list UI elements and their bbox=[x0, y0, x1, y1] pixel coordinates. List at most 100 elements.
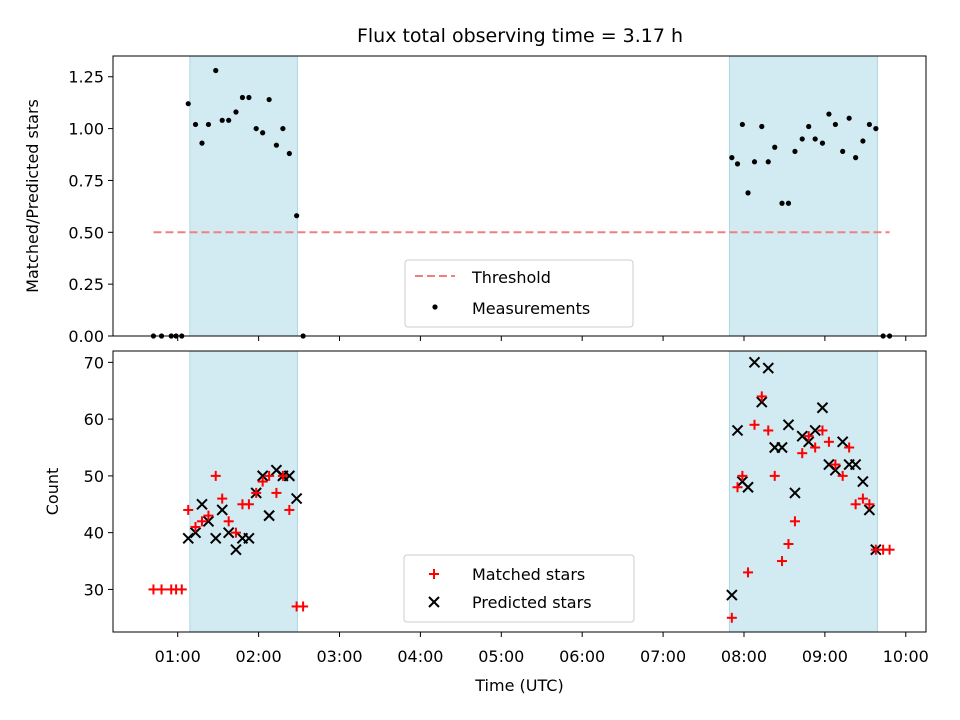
matched-star-point bbox=[223, 516, 234, 527]
predicted-marker-stroke bbox=[210, 532, 222, 545]
bottom-y-ticks: 30 40 50 60 70 bbox=[84, 353, 113, 599]
top-y-tick-label: 0.75 bbox=[68, 171, 104, 190]
matched-star-point bbox=[183, 504, 194, 515]
measurement-point bbox=[185, 101, 191, 107]
measurement-point bbox=[873, 125, 879, 132]
top-y-tick-label: 1.00 bbox=[68, 120, 104, 139]
matched-star-point bbox=[884, 544, 895, 555]
x-axis-label: Time (UTC) bbox=[474, 676, 563, 695]
predicted-star-point bbox=[809, 424, 821, 437]
predicted-marker-stroke bbox=[802, 436, 815, 448]
matched-star-point bbox=[732, 482, 743, 493]
measurement-point bbox=[779, 200, 785, 206]
predicted-star-point bbox=[210, 532, 222, 545]
bottom-x-tick-label: 09:00 bbox=[802, 647, 848, 666]
predicted-marker-stroke bbox=[789, 487, 801, 499]
bottom-y-axis-label: Count bbox=[43, 468, 62, 516]
predicted-star-point bbox=[243, 532, 255, 545]
predicted-star-point bbox=[802, 436, 815, 448]
measurement-point bbox=[734, 161, 741, 167]
measurement-point bbox=[866, 121, 872, 128]
measurement-point bbox=[832, 121, 838, 128]
predicted-star-point bbox=[222, 526, 235, 539]
predicted-star-point bbox=[182, 532, 194, 545]
measurement-point bbox=[806, 123, 812, 130]
measurement-point bbox=[840, 148, 846, 155]
predicted-star-point bbox=[849, 458, 862, 471]
predicted-marker-stroke bbox=[836, 436, 849, 448]
matched-star-point bbox=[810, 442, 821, 453]
predicted-star-point bbox=[202, 515, 215, 528]
legend-threshold-label: Threshold bbox=[471, 268, 551, 287]
measurement-point bbox=[765, 159, 771, 165]
top-axes: 0.00 0.25 0.50 0.75 1.00 1.25 Matched/Predict… bbox=[23, 55, 927, 346]
chart-title: Flux total observing time = 3.17 h bbox=[357, 25, 683, 47]
matched-star-point bbox=[271, 487, 282, 498]
legend-matched-label: Matched stars bbox=[472, 565, 585, 584]
matched-star-point bbox=[777, 556, 788, 567]
predicted-star-point bbox=[782, 419, 795, 431]
shaded-interval-0 bbox=[189, 350, 298, 633]
top-y-tick-label: 0.50 bbox=[68, 223, 104, 242]
predicted-marker-stroke bbox=[756, 396, 768, 408]
measurement-point bbox=[233, 109, 239, 115]
predicted-marker-stroke bbox=[829, 464, 842, 476]
matched-star-point bbox=[196, 516, 207, 527]
predicted-star-point bbox=[256, 470, 269, 482]
measurement-point bbox=[739, 121, 745, 128]
predicted-marker-stroke bbox=[256, 470, 269, 482]
predicted-star-point bbox=[263, 509, 275, 522]
matched-star-point bbox=[251, 487, 262, 498]
legend-measurement-label: Measurements bbox=[472, 299, 590, 318]
predicted-marker-stroke bbox=[283, 470, 296, 482]
predicted-star-point bbox=[789, 487, 801, 499]
matched-star-point bbox=[749, 419, 760, 430]
predicted-marker-stroke bbox=[290, 492, 303, 505]
measurement-point bbox=[239, 94, 246, 101]
predicted-star-point bbox=[731, 424, 744, 437]
predicted-star-point bbox=[857, 475, 869, 488]
predicted-star-point bbox=[748, 356, 761, 369]
predicted-star-point bbox=[776, 441, 788, 454]
matched-star-point bbox=[803, 431, 814, 442]
predicted-marker-stroke bbox=[216, 504, 228, 516]
top-y-tick-label: 0.25 bbox=[68, 275, 104, 294]
measurement-point bbox=[286, 150, 292, 157]
top-y-tick-label: 1.25 bbox=[68, 68, 104, 87]
bottom-shaded-intervals bbox=[189, 350, 878, 633]
predicted-marker-stroke bbox=[736, 475, 749, 488]
legend-box bbox=[403, 554, 635, 623]
measurement-point bbox=[192, 121, 199, 128]
matched-star-point bbox=[737, 470, 748, 481]
matched-star-point bbox=[264, 470, 275, 481]
measurement-point bbox=[205, 121, 212, 128]
matched-star-point bbox=[243, 499, 254, 510]
top-x-ticks bbox=[177, 336, 907, 341]
shaded-interval-0 bbox=[189, 55, 298, 337]
matched-star-point bbox=[156, 584, 167, 595]
bottom-y-tick-label: 70 bbox=[84, 353, 104, 372]
bottom-x-tick-label: 10:00 bbox=[883, 647, 929, 666]
predicted-star-point bbox=[756, 396, 768, 408]
bottom-axes-frame bbox=[112, 350, 927, 633]
predicted-marker-stroke bbox=[202, 515, 215, 528]
measurement-point bbox=[792, 148, 798, 155]
measurement-point bbox=[213, 67, 219, 74]
predicted-star-point bbox=[216, 504, 228, 516]
measurement-point bbox=[266, 96, 272, 103]
measurement-point bbox=[294, 213, 300, 219]
measurement-point bbox=[853, 155, 859, 161]
predicted-star-point bbox=[290, 492, 303, 505]
bottom-x-tick-label: 01:00 bbox=[155, 647, 201, 666]
bottom-legend: Matched stars Predicted stars bbox=[403, 554, 635, 623]
matched-star-point bbox=[783, 539, 794, 550]
measurement-point bbox=[826, 111, 832, 117]
measurement-point bbox=[253, 125, 259, 132]
matched-star-point bbox=[837, 470, 848, 481]
matched-star-point bbox=[210, 470, 221, 481]
predicted-marker-stroke bbox=[823, 458, 835, 471]
top-axes-frame bbox=[112, 55, 927, 337]
measurement-point bbox=[226, 117, 232, 123]
predicted-marker-stroke bbox=[731, 424, 744, 437]
